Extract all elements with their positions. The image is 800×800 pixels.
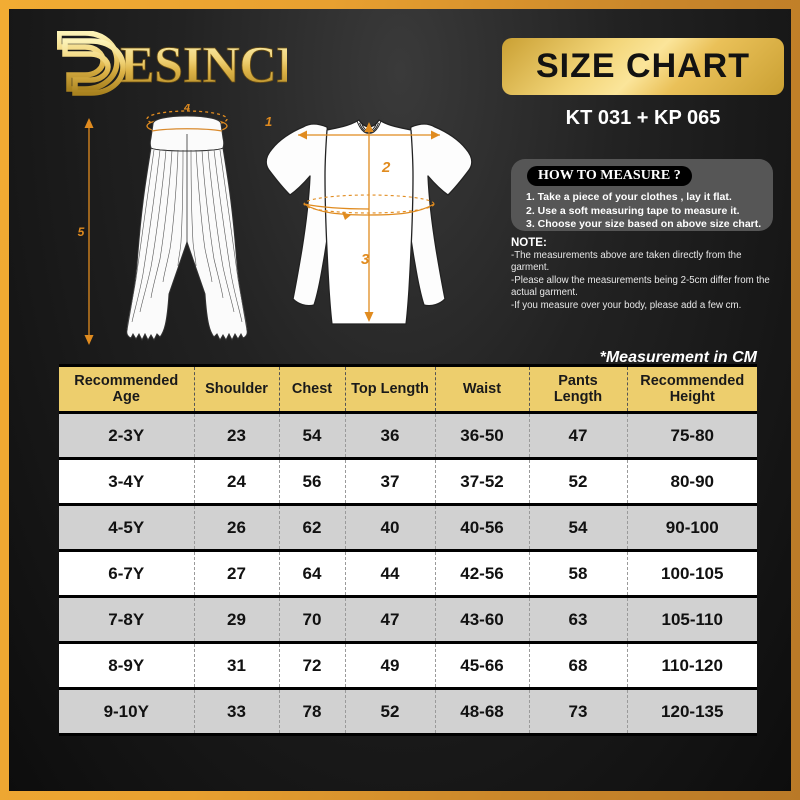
svg-text:4: 4 bbox=[183, 104, 190, 114]
svg-text:3: 3 bbox=[361, 251, 370, 268]
svg-text:2: 2 bbox=[381, 159, 391, 176]
svg-text:1: 1 bbox=[265, 114, 272, 129]
svg-text:5: 5 bbox=[78, 225, 85, 239]
svg-text:ESINCE: ESINCE bbox=[120, 37, 287, 94]
